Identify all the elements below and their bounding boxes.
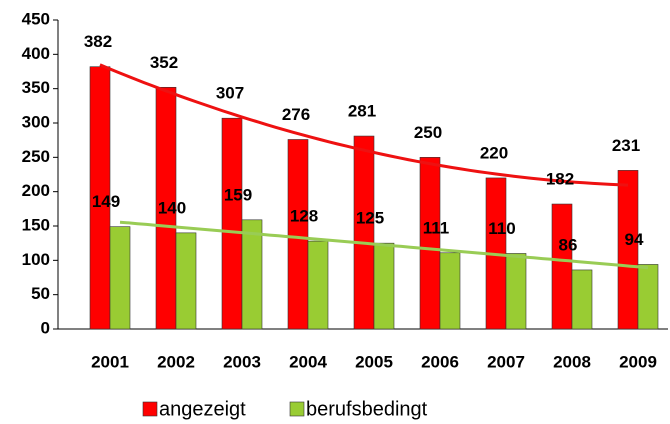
y-tick-label: 150 xyxy=(22,215,50,234)
y-tick-label: 200 xyxy=(22,181,50,200)
data-label: 307 xyxy=(216,84,244,103)
y-tick-label: 100 xyxy=(22,250,50,269)
x-tick-label: 2003 xyxy=(223,352,261,371)
x-tick-label: 2006 xyxy=(421,352,459,371)
y-tick-label: 300 xyxy=(22,112,50,131)
bar xyxy=(571,269,593,330)
data-label: 140 xyxy=(158,198,186,217)
bar xyxy=(109,226,131,330)
bar xyxy=(419,157,441,330)
data-label: 110 xyxy=(488,219,515,238)
y-tick-label: 50 xyxy=(31,284,50,303)
data-label: 159 xyxy=(224,185,252,204)
bar xyxy=(287,139,309,330)
legend-swatch xyxy=(289,401,305,417)
x-tick-label: 2002 xyxy=(157,352,195,371)
x-tick-label: 2007 xyxy=(487,352,525,371)
legend-label: berufsbedingt xyxy=(306,398,428,420)
y-tick-label: 400 xyxy=(22,44,50,63)
data-label: 352 xyxy=(150,53,178,72)
x-tick-label: 2009 xyxy=(619,352,657,371)
bar xyxy=(353,135,375,330)
legend-swatch xyxy=(142,401,158,417)
bar xyxy=(89,66,111,330)
bar xyxy=(155,86,177,330)
bar xyxy=(551,203,573,330)
data-label: 128 xyxy=(290,207,318,226)
bar xyxy=(307,240,329,330)
y-tick-label: 0 xyxy=(41,318,50,337)
data-label: 149 xyxy=(92,192,120,211)
data-label: 86 xyxy=(559,235,578,254)
data-label: 220 xyxy=(480,143,508,162)
bar xyxy=(241,219,263,330)
x-tick-label: 2005 xyxy=(355,352,393,371)
data-label: 94 xyxy=(625,230,644,249)
y-tick-label: 350 xyxy=(22,78,50,97)
trendline xyxy=(99,63,629,187)
x-tick-label: 2004 xyxy=(289,352,327,371)
data-label: 281 xyxy=(348,102,376,121)
data-label: 125 xyxy=(356,209,384,228)
data-label: 111 xyxy=(423,218,450,237)
y-tick-label: 250 xyxy=(22,147,50,166)
data-label: 382 xyxy=(84,32,112,51)
bar xyxy=(373,242,395,330)
legend-label: angezeigt xyxy=(159,398,246,420)
x-tick-label: 2008 xyxy=(553,352,591,371)
bar xyxy=(617,170,639,330)
x-tick-label: 2001 xyxy=(91,352,129,371)
data-label: 276 xyxy=(282,105,310,124)
data-label: 182 xyxy=(546,170,574,189)
bar xyxy=(175,232,197,330)
data-label: 231 xyxy=(612,136,640,155)
trendline xyxy=(119,220,649,270)
y-tick-label: 450 xyxy=(22,9,50,28)
bar xyxy=(637,264,659,330)
bar xyxy=(505,253,527,330)
bar xyxy=(439,252,461,330)
bar xyxy=(221,117,243,330)
data-label: 250 xyxy=(414,123,442,142)
